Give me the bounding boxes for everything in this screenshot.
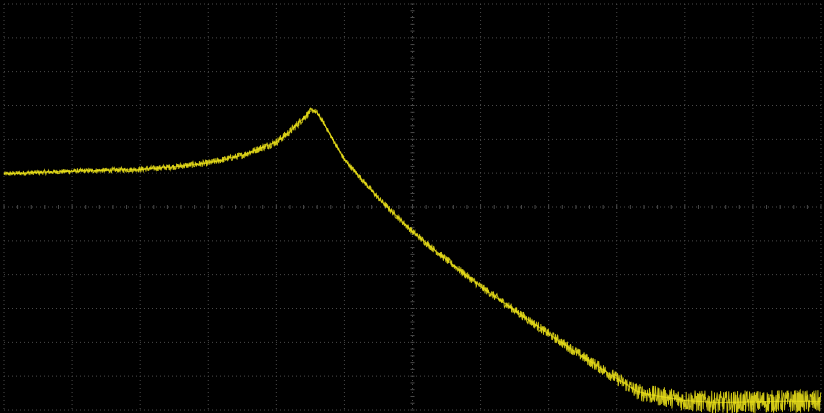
trace-layer [3,107,822,413]
signal-trace-mean [3,109,822,404]
grid [3,3,822,411]
